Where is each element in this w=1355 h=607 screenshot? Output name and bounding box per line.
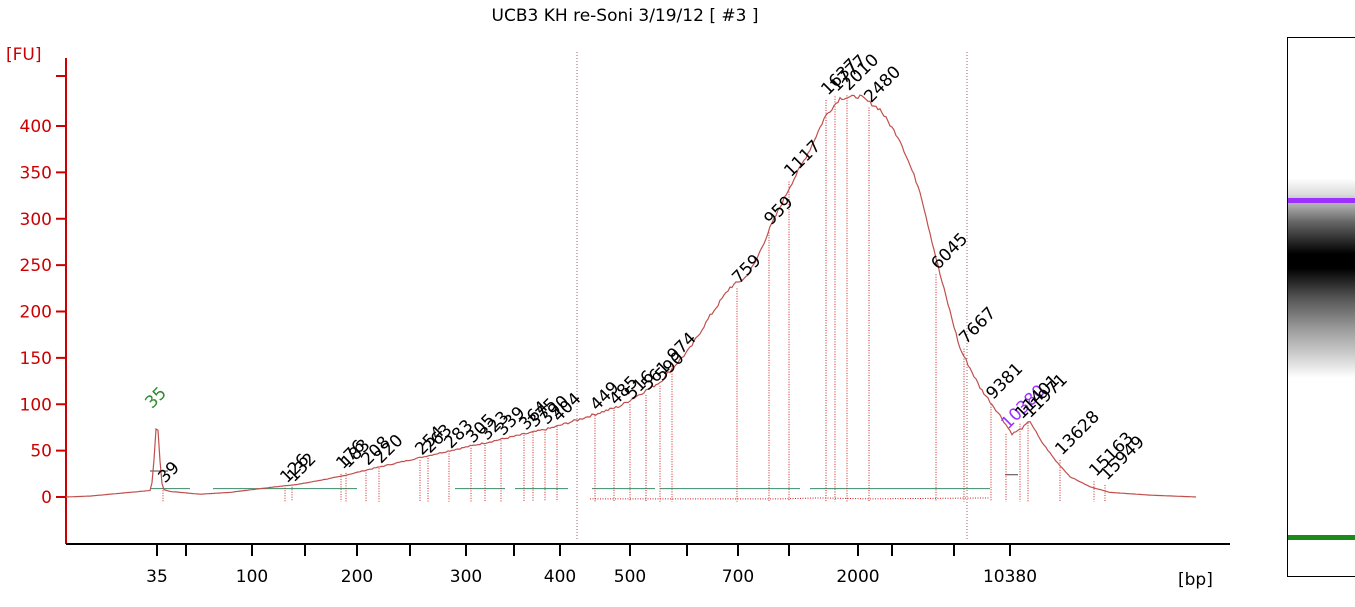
x-tick-label: 300 xyxy=(450,567,482,587)
sample-trace xyxy=(65,94,1197,498)
electropherogram-plot: [FU] [bp] 0 50 100 150 200 250 300 350 400 35 100 200… xyxy=(6,45,1230,590)
x-tick-label: 35 xyxy=(146,567,168,587)
peak-label: 7667 xyxy=(955,303,1000,348)
lower-marker-band xyxy=(1288,535,1355,540)
x-tick-label: 500 xyxy=(614,567,646,587)
y-tick-label: 0 xyxy=(41,488,52,508)
peak-label: 1117 xyxy=(780,136,825,181)
peak-label: 13628 xyxy=(1051,407,1103,459)
y-axis-label: [FU] xyxy=(6,45,42,65)
y-tick-label: 100 xyxy=(20,395,52,415)
y-tick-label: 300 xyxy=(20,210,52,230)
y-tick-label: 400 xyxy=(20,117,52,137)
y-tick-label: 200 xyxy=(20,303,52,323)
peak-label: 39 xyxy=(154,458,183,487)
x-tick-label: 100 xyxy=(236,567,268,587)
bottom-envelope xyxy=(590,497,991,500)
upper-marker-band xyxy=(1288,198,1355,203)
x-axis-label: [bp] xyxy=(1178,570,1213,590)
peak-label: 959 xyxy=(760,192,797,229)
x-tick-label: 10380 xyxy=(983,567,1037,587)
y-tick-label: 50 xyxy=(30,442,52,462)
x-tick-label: 200 xyxy=(341,567,373,587)
peak-label: 759 xyxy=(728,251,765,288)
lower-marker-label: 35 xyxy=(141,383,170,412)
gel-smear xyxy=(1288,178,1355,378)
y-tick-label: 150 xyxy=(20,349,52,369)
y-tick-label: 250 xyxy=(20,256,52,276)
gel-lane xyxy=(1287,37,1355,577)
x-tick-label: 700 xyxy=(722,567,754,587)
chart-title: UCB3 KH re-Soni 3/19/12 [ #3 ] xyxy=(491,6,759,26)
x-tick-label: 2000 xyxy=(836,567,879,587)
y-tick-label: 350 xyxy=(20,163,52,183)
x-tick-label: 400 xyxy=(544,567,576,587)
